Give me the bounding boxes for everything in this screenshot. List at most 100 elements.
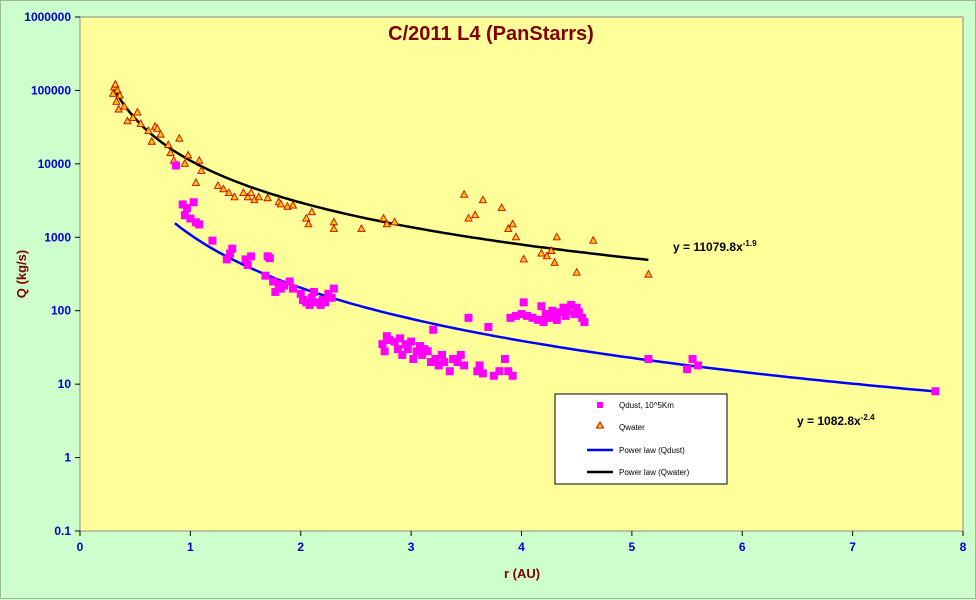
dust-point [644, 354, 653, 363]
water-point [307, 207, 317, 216]
legend-dust-fit-label: Power law (Qdust) [619, 446, 685, 455]
dust-point [305, 300, 314, 309]
dust-point [180, 211, 189, 220]
dust-point [683, 365, 692, 374]
dust-point [475, 361, 484, 370]
plot-area [79, 16, 964, 532]
water-point [302, 213, 311, 222]
dust-point [412, 347, 421, 356]
water-point [254, 192, 264, 201]
dust-point [434, 361, 443, 370]
dust-point [228, 244, 237, 253]
x-tick-label: 0 [77, 540, 84, 554]
x-tick-label: 1 [187, 540, 194, 554]
x-tick-label: 5 [629, 540, 636, 554]
dust-point [261, 271, 270, 280]
dust-point [545, 313, 554, 322]
water-point [243, 192, 253, 201]
water-point [128, 113, 138, 122]
dust-point [380, 347, 389, 356]
dust-point [407, 337, 416, 346]
water-point [183, 150, 193, 159]
water-point [197, 166, 206, 174]
dust-equation-exponent: -2.4 [861, 413, 875, 422]
dust-point [460, 361, 469, 370]
dust-point [519, 298, 528, 307]
dust-point [265, 254, 274, 263]
dust-equation-base: y = 1082.8x [797, 414, 861, 428]
water-point [542, 251, 552, 260]
water-point [464, 213, 473, 222]
water-point [147, 136, 156, 145]
dust-point [440, 358, 449, 367]
water-point [111, 79, 120, 88]
dust-point [539, 318, 548, 327]
dust-point [548, 306, 557, 315]
dust-point [552, 315, 561, 324]
dust-point [426, 358, 435, 367]
dust-point [572, 303, 581, 312]
water-equation: y = 11079.8x-1.9 [673, 239, 757, 254]
dust-point [195, 220, 204, 229]
water-point [156, 129, 165, 138]
dust-point [511, 311, 520, 320]
water-point [508, 219, 517, 228]
x-tick-label: 3 [408, 540, 415, 554]
water-point [379, 213, 388, 222]
water-point [180, 158, 190, 167]
dust-point [567, 300, 576, 309]
legend-dust-marker [597, 402, 603, 408]
y-tick-label: 100 [51, 304, 71, 318]
dust-point [517, 310, 526, 319]
legend-water-marker [595, 421, 605, 429]
dust-point [580, 318, 589, 327]
water-point [572, 267, 581, 276]
water-point [144, 126, 153, 134]
dust-point [271, 287, 280, 296]
dust-point [508, 371, 517, 380]
dust-point [445, 367, 454, 376]
dust-point [453, 358, 462, 367]
water-point [136, 118, 145, 127]
dust-point [478, 369, 487, 378]
dust-point [222, 255, 231, 264]
water-point [246, 188, 256, 197]
x-tick-label: 8 [960, 540, 967, 554]
y-tick-label: 1 [64, 451, 71, 465]
dust-point [556, 308, 565, 317]
dust-point [243, 260, 252, 269]
dust-point [269, 277, 278, 286]
water-point [537, 248, 546, 257]
y-tick-label: 10000 [38, 157, 72, 171]
dust-equation: y = 1082.8x-2.4 [797, 413, 875, 428]
water-point [113, 85, 122, 94]
dust-point [321, 298, 330, 307]
x-axis-title: r (AU) [504, 566, 540, 581]
dust-point [241, 255, 250, 264]
water-point [588, 235, 598, 244]
y-tick-label: 0.1 [54, 524, 71, 538]
dust-point [484, 323, 493, 332]
y-tick-label: 100000 [31, 83, 71, 97]
dust-point [307, 293, 316, 302]
water-equation-exponent: -1.9 [743, 239, 757, 248]
dust-point [574, 308, 583, 317]
dust-point [393, 345, 402, 354]
water-point [263, 193, 272, 202]
water-point [644, 269, 653, 278]
dust-point [385, 335, 394, 344]
dust-point [247, 252, 256, 261]
dust-point [688, 354, 697, 363]
water-point [390, 217, 399, 226]
water-point [114, 104, 123, 113]
x-tick-label: 6 [739, 540, 746, 554]
dust-point [694, 361, 703, 370]
y-tick-label: 1000000 [24, 10, 71, 24]
water-point [382, 219, 392, 228]
dust-point [438, 350, 447, 359]
dust-point [563, 306, 572, 315]
x-tick-label: 4 [518, 540, 525, 554]
water-point [478, 195, 488, 204]
dust-point [296, 289, 305, 298]
